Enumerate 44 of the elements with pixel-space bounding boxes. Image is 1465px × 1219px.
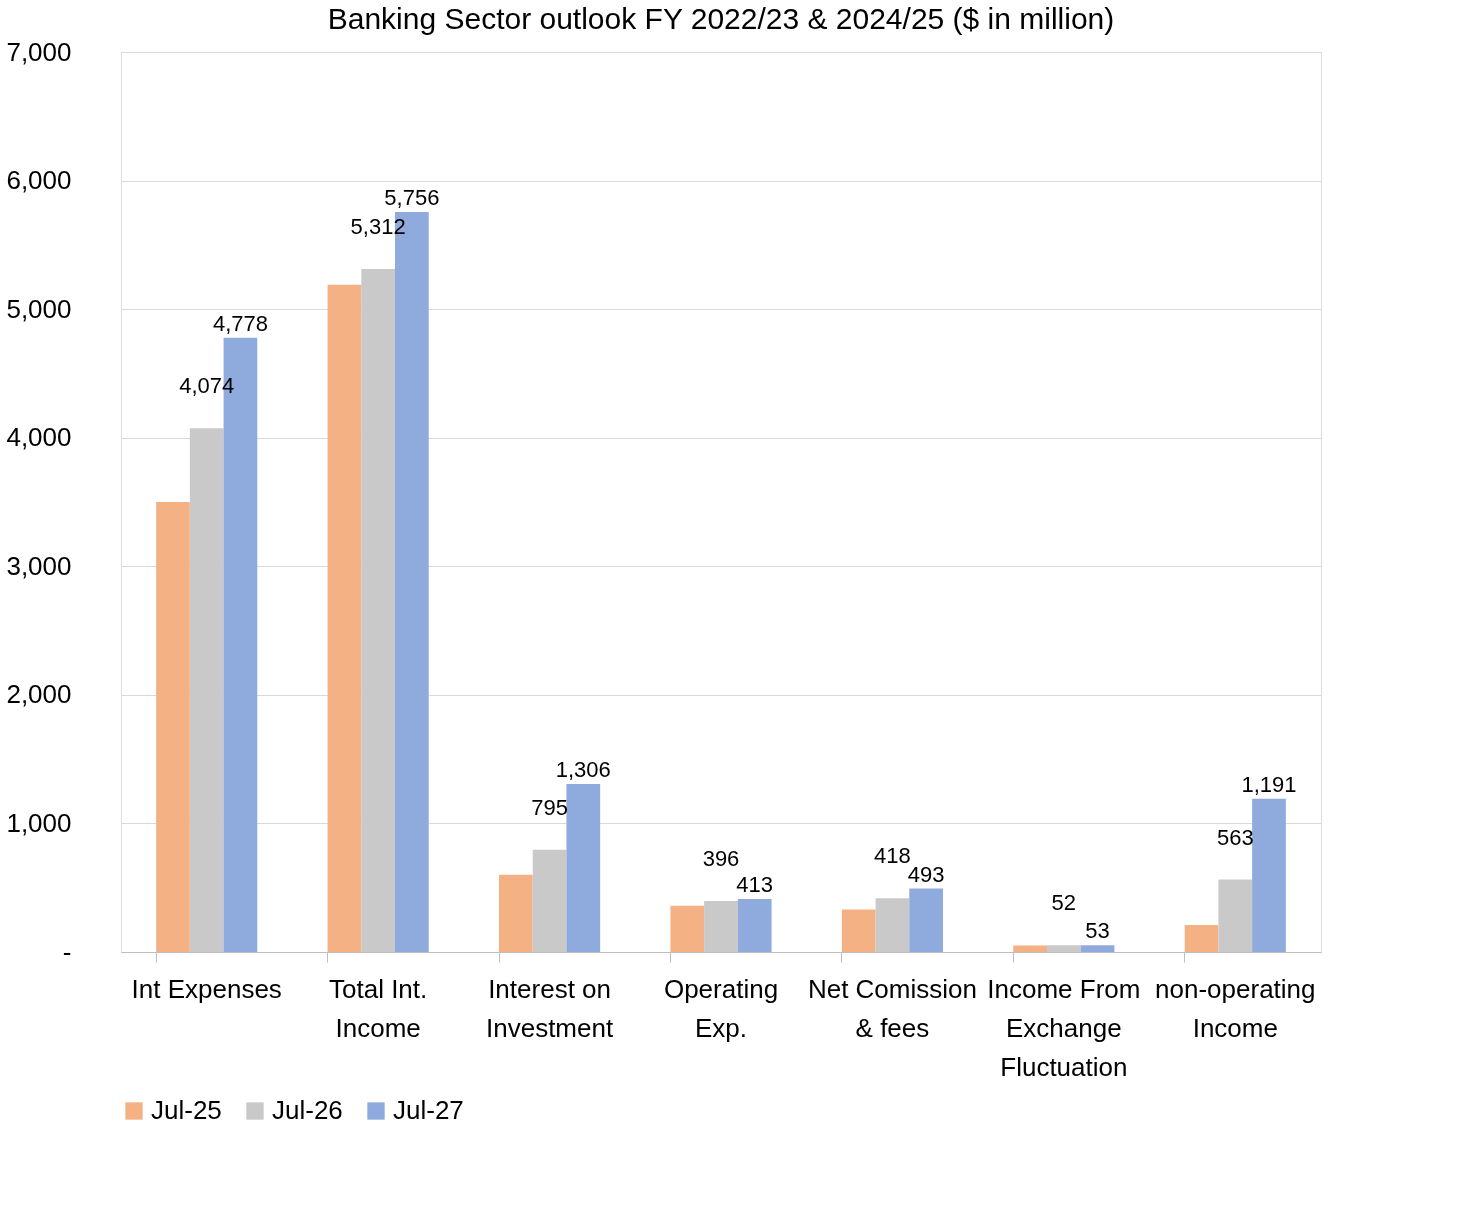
data-label: 4,074 — [179, 373, 235, 399]
data-label: 1,191 — [1241, 771, 1297, 797]
bar — [909, 888, 943, 952]
data-label: 418 — [874, 843, 911, 869]
data-label: 4,778 — [212, 310, 268, 336]
y-tick-label: 6,000 — [6, 165, 72, 196]
y-tick-label: 2,000 — [6, 679, 72, 710]
x-tick-label: Income From Exchange Fluctuation — [987, 973, 1141, 1082]
legend-label: Jul-25 — [151, 1095, 222, 1125]
bar — [1252, 798, 1286, 952]
data-label: 563 — [1216, 824, 1254, 850]
bar — [1013, 945, 1047, 952]
x-tick-label: non-operating Income — [1155, 973, 1316, 1043]
data-label: 396 — [702, 846, 740, 872]
x-tick-label: Net Comission & fees — [807, 973, 977, 1043]
legend-label: Jul-26 — [272, 1095, 343, 1125]
y-tick-label: 5,000 — [6, 293, 72, 324]
bar — [566, 784, 601, 952]
bar — [737, 898, 772, 952]
x-tick-label: Interest on Investment — [485, 973, 614, 1043]
bar — [1184, 925, 1219, 952]
data-label: 5,312 — [350, 214, 406, 240]
y-tick-label: 4,000 — [6, 422, 72, 453]
data-label: 53 — [1085, 918, 1110, 944]
data-label: 795 — [531, 794, 568, 820]
data-label: 413 — [736, 871, 774, 897]
legend-label: Jul-27 — [393, 1095, 464, 1125]
data-label: 5,756 — [384, 184, 440, 210]
bar — [327, 284, 362, 952]
x-tick-label: Int Expenses — [131, 973, 282, 1004]
bar — [499, 874, 533, 952]
y-tick-label: 3,000 — [6, 550, 72, 581]
y-tick-label: 1,000 — [6, 807, 72, 838]
bar — [156, 502, 190, 952]
bar — [841, 909, 876, 952]
data-label: 52 — [1051, 890, 1077, 916]
x-tick-label: Total Int. Income — [329, 973, 428, 1043]
x-tick-label: Operating Exp. — [663, 973, 779, 1043]
bar — [1080, 945, 1115, 952]
y-tick-label: 7,000 — [6, 36, 72, 67]
y-tick-label: - — [62, 936, 72, 967]
bar — [670, 905, 705, 952]
chart-title: Banking Sector outlook FY 2022/23 & 2024/25 ($ in million) — [327, 2, 1115, 35]
data-label: 1,306 — [555, 757, 611, 783]
